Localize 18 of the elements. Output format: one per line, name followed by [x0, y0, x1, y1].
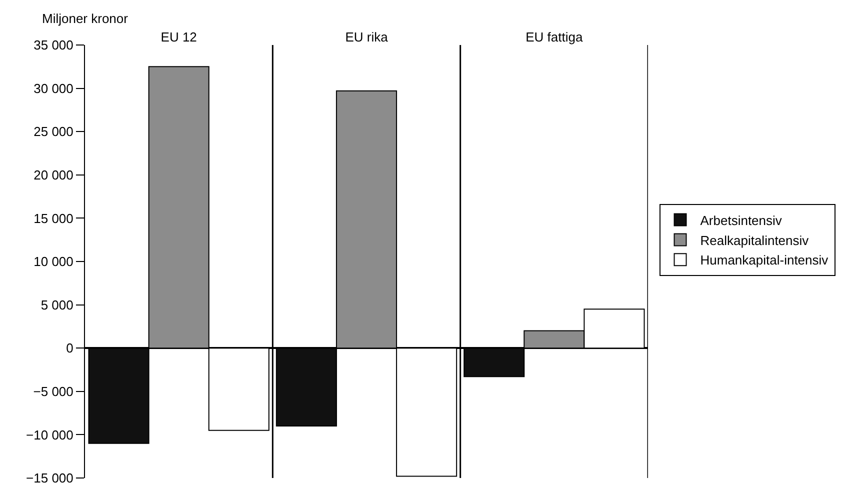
x-tick-label: EU fattiga — [526, 29, 584, 44]
y-tick-label: 35 000 — [34, 38, 74, 53]
y-tick-label: 25 000 — [34, 124, 74, 140]
y-tick-label: −5 000 — [33, 384, 74, 399]
y-tick-label: 20 000 — [34, 167, 74, 182]
y-tick-label: −15 000 — [26, 470, 74, 486]
x-tick-label: EU 12 — [160, 29, 197, 44]
legend-label: Humankapital-intensiv — [700, 252, 829, 268]
legend-label: Arbetsintensiv — [700, 212, 782, 228]
x-tick-label: EU rika — [345, 29, 389, 44]
y-tick-label: 0 — [66, 340, 74, 356]
y-axis-title: Miljoner kronor — [42, 11, 129, 26]
y-tick-label: 10 000 — [34, 254, 74, 270]
y-tick-label: −10 000 — [26, 427, 74, 442]
y-tick-label: 30 000 — [34, 80, 74, 96]
y-tick-label: 5 000 — [40, 297, 74, 312]
y-tick-label: 15 000 — [34, 210, 74, 226]
legend-label: Realkapitalintensiv — [700, 232, 810, 248]
